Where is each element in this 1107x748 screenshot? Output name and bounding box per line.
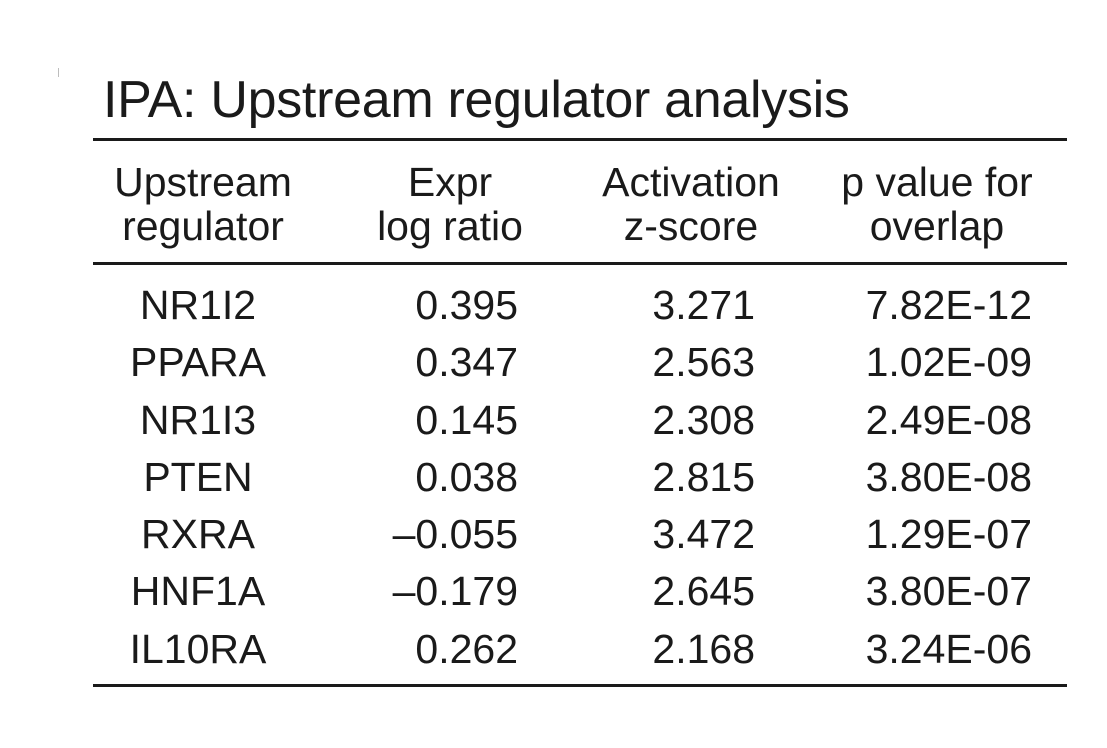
zscore-cell: 2.168 — [652, 625, 755, 672]
column-header-line: p value for — [841, 159, 1033, 205]
pvalue-cell: 1.29E-07 — [865, 511, 1032, 558]
table-row: PPARA 0.347 2.563 1.02E-09 — [0, 334, 1107, 391]
zscore-cell: 3.472 — [652, 511, 755, 558]
regulator-cell: PTEN — [143, 453, 253, 500]
expr-cell: 0.395 — [415, 282, 518, 328]
table-title: IPA: Upstream regulator analysis — [103, 71, 850, 129]
zscore-cell: 2.645 — [652, 568, 755, 615]
regulator-cell: NR1I3 — [139, 396, 257, 443]
expr-cell: 0.262 — [415, 625, 518, 672]
column-header-pvalue: p value for overlap — [818, 160, 1056, 248]
table-row: RXRA –0.055 3.472 1.29E-07 — [0, 506, 1107, 563]
zscore-cell: 2.308 — [652, 396, 755, 443]
expr-cell: 0.038 — [415, 453, 518, 500]
pvalue-cell: 3.80E-08 — [865, 453, 1032, 500]
column-header-line: z-score — [623, 203, 759, 249]
zscore-cell: 3.271 — [652, 282, 755, 328]
column-header-line: overlap — [869, 203, 1005, 249]
regulator-cell: IL10RA — [129, 625, 267, 672]
regulator-cell: NR1I2 — [139, 282, 257, 328]
regulator-cell: PPARA — [130, 339, 266, 386]
column-header-line: Expr — [407, 159, 493, 205]
pvalue-cell: 7.82E-12 — [865, 282, 1032, 328]
table-row: IL10RA 0.262 2.168 3.24E-06 — [0, 621, 1107, 678]
zscore-cell: 2.563 — [652, 339, 755, 386]
expr-cell: –0.055 — [392, 511, 518, 558]
table-body: NR1I2 0.395 3.271 7.82E-12 PPARA 0.347 2… — [0, 277, 1107, 678]
table-row: NR1I2 0.395 3.271 7.82E-12 — [0, 277, 1107, 334]
pvalue-cell: 3.24E-06 — [865, 625, 1032, 672]
column-header-line: Activation — [602, 159, 780, 205]
pvalue-cell: 2.49E-08 — [865, 396, 1032, 443]
expr-cell: 0.145 — [415, 396, 518, 443]
bottom-rule — [93, 684, 1067, 687]
column-header-expr: Expr log ratio — [352, 160, 548, 248]
column-header-zscore: Activation z-score — [582, 160, 800, 248]
table-row: PTEN 0.038 2.815 3.80E-08 — [0, 449, 1107, 506]
pvalue-cell: 3.80E-07 — [865, 568, 1032, 615]
pvalue-cell: 1.02E-09 — [865, 339, 1032, 386]
top-rule — [93, 138, 1067, 141]
header-rule — [93, 262, 1067, 265]
column-header-line: Upstream — [114, 159, 292, 205]
table-row: HNF1A –0.179 2.645 3.80E-07 — [0, 563, 1107, 620]
column-header-regulator: Upstream regulator — [92, 160, 314, 248]
expr-cell: 0.347 — [415, 339, 518, 386]
regulator-cell: HNF1A — [130, 568, 266, 615]
zscore-cell: 2.815 — [652, 453, 755, 500]
table-row: NR1I3 0.145 2.308 2.49E-08 — [0, 392, 1107, 449]
expr-cell: –0.179 — [392, 568, 518, 615]
column-header-line: regulator — [122, 203, 284, 249]
column-header-line: log ratio — [377, 203, 523, 249]
regulator-cell: RXRA — [141, 511, 255, 558]
corner-mark — [58, 68, 59, 77]
